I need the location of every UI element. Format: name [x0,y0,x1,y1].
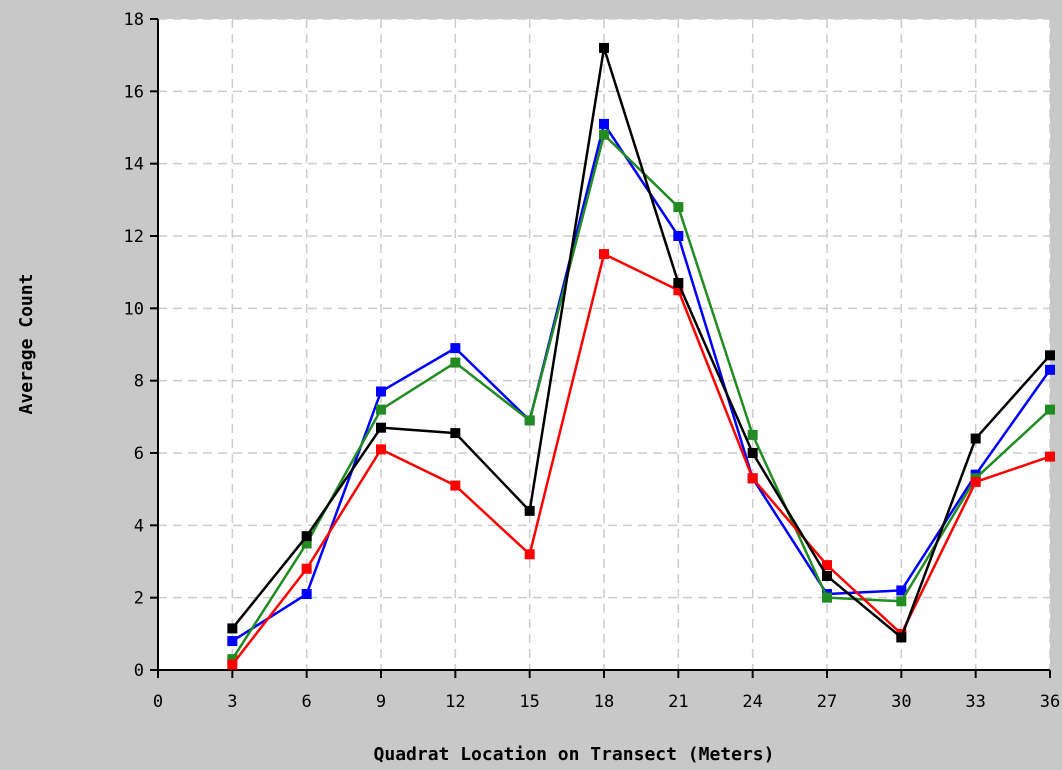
x-tick-label: 33 [965,692,985,712]
data-point [599,42,609,53]
y-tick-label: 4 [134,516,144,536]
x-tick-label: 21 [668,692,688,712]
data-point [822,592,832,603]
data-point [1045,364,1055,375]
axes [150,18,1051,678]
data-point [1045,451,1055,462]
data-point [970,433,981,444]
data-point [896,585,907,596]
data-point [599,249,609,260]
data-point [673,202,684,213]
data-point [673,285,684,296]
data-point [524,415,535,426]
data-point [301,589,312,600]
data-point [376,444,386,455]
series-2 [227,129,1055,665]
data-point [301,531,312,542]
data-point [747,429,758,440]
data-point [747,448,758,458]
data-point [524,549,535,560]
data-point [301,563,312,574]
series-line [231,122,1052,643]
data-point [747,473,758,484]
series-group [227,42,1055,670]
data-point [450,480,461,491]
data-point [673,278,684,289]
series-line [231,133,1051,660]
data-point [599,118,609,129]
data-point [1045,404,1055,415]
data-point [376,386,386,397]
y-tick-label: 16 [124,82,144,102]
data-point [450,343,461,354]
data-point [450,428,461,439]
data-point [301,538,312,549]
data-point [599,129,609,140]
x-tick-label: 36 [1040,692,1060,712]
y-tick-label: 0 [134,661,144,681]
x-axis-title: Quadrat Location on Transect (Meters) [374,744,775,765]
data-point [896,596,907,607]
data-point [227,636,238,647]
data-point [227,623,238,634]
data-point [376,422,386,433]
x-tick-label: 6 [302,692,312,712]
data-point [822,560,832,571]
data-point [450,357,461,368]
grid-lines [158,18,1051,670]
x-tick-label: 30 [891,692,911,712]
y-tick-label: 6 [134,444,144,464]
data-point [970,476,981,487]
y-tick-label: 12 [124,227,144,247]
y-axis-title: Average Count [16,274,37,415]
x-tick-label: 9 [376,692,386,712]
x-tick-label: 3 [227,692,237,712]
x-tick-label: 0 [153,692,163,712]
data-point [227,659,238,670]
y-tick-label: 18 [124,10,144,30]
data-point [376,404,386,415]
data-point [673,231,684,241]
x-tick-label: 18 [594,692,614,712]
x-tick-label: 24 [742,692,762,712]
x-tick-label: 27 [817,692,837,712]
y-tick-label: 8 [134,372,144,392]
x-tick-label: 12 [445,692,465,712]
x-tick-label: 15 [519,692,539,712]
series-line [231,46,1051,639]
y-tick-label: 14 [124,155,144,175]
data-point [227,654,238,665]
series-3 [227,249,1055,670]
y-tick-label: 10 [124,299,144,319]
data-point [822,570,832,581]
series-4 [227,42,1055,643]
y-tick-label: 2 [134,589,144,609]
data-point [896,632,907,643]
data-point [524,505,535,516]
data-point [1045,350,1055,361]
series-line [231,252,1051,666]
